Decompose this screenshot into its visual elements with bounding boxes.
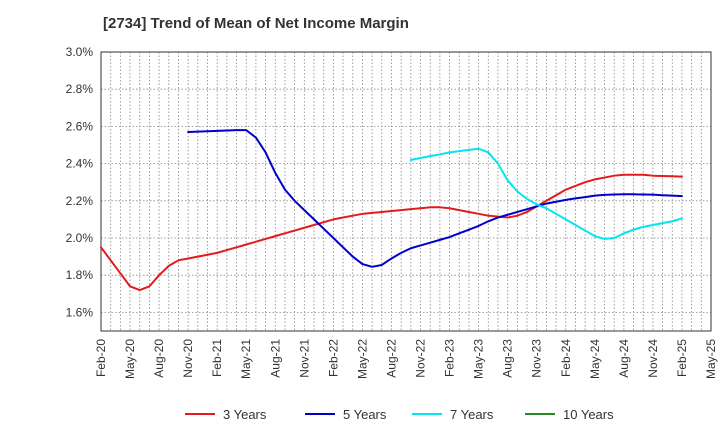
y-tick-label: 3.0% xyxy=(66,45,94,59)
x-tick-label: Nov-22 xyxy=(414,339,428,378)
x-tick-label: May-23 xyxy=(472,339,486,379)
x-tick-label: Aug-22 xyxy=(384,339,398,378)
x-tick-label: May-22 xyxy=(355,339,369,379)
x-tick-label: Feb-23 xyxy=(443,339,457,377)
x-tick-label: Nov-20 xyxy=(181,339,195,378)
y-tick-label: 1.8% xyxy=(66,268,94,282)
y-tick-label: 2.0% xyxy=(66,231,94,245)
x-tick-label: Nov-21 xyxy=(297,339,311,378)
y-tick-label: 2.2% xyxy=(66,194,94,208)
y-tick-label: 2.4% xyxy=(66,157,94,171)
chart-title: [2734] Trend of Mean of Net Income Margi… xyxy=(103,15,409,32)
legend-label-10-years: 10 Years xyxy=(563,407,614,422)
x-tick-label: Nov-23 xyxy=(530,339,544,378)
y-tick-label: 2.8% xyxy=(66,82,94,96)
x-tick-label: Feb-24 xyxy=(559,339,573,377)
grid xyxy=(100,51,712,331)
series-line-5-years xyxy=(187,129,683,268)
plot-area xyxy=(101,52,711,331)
series-line-3-years xyxy=(100,173,683,292)
x-tick-label: Feb-22 xyxy=(326,339,340,377)
legend-label-7-years: 7 Years xyxy=(450,407,494,422)
x-tick-label: Feb-21 xyxy=(210,339,224,377)
x-tick-label: Nov-24 xyxy=(646,339,660,378)
x-tick-label: Aug-24 xyxy=(617,339,631,378)
x-tick-label: May-25 xyxy=(704,339,718,379)
y-tick-label: 1.6% xyxy=(66,305,94,319)
x-tick-label: Aug-20 xyxy=(152,339,166,378)
legend-label-5-years: 5 Years xyxy=(343,407,387,422)
x-tick-label: Feb-20 xyxy=(94,339,108,377)
legend-label-3-years: 3 Years xyxy=(223,407,267,422)
series-lines xyxy=(100,129,683,292)
x-tick-label: May-21 xyxy=(239,339,253,379)
x-tick-label: Aug-21 xyxy=(268,339,282,378)
legend: 3 Years 5 Years 7 Years 10 Years xyxy=(185,407,614,422)
y-tick-label: 2.6% xyxy=(66,119,94,133)
x-tick-label: May-20 xyxy=(123,339,137,379)
x-tick-label: Aug-23 xyxy=(501,339,515,378)
x-tick-label: Feb-25 xyxy=(675,339,689,377)
x-tick-label: May-24 xyxy=(588,339,602,379)
series-line-7-years xyxy=(409,147,683,240)
axes: 1.6% 1.8% 2.0% 2.2% 2.4% 2.6% 2.8% 3.0% Feb-20 Ma… xyxy=(66,45,718,379)
plot-frame xyxy=(100,51,712,332)
